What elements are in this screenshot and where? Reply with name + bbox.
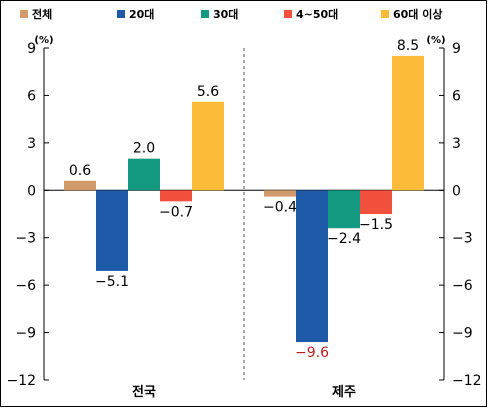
- data-label: −9.6: [295, 345, 329, 361]
- y-tick-label-right: 6: [452, 88, 461, 104]
- legend-swatch: [117, 10, 125, 18]
- data-label: −5.1: [95, 274, 129, 290]
- data-label: −1.5: [359, 217, 393, 233]
- data-label: 8.5: [397, 38, 419, 54]
- data-label: −0.7: [159, 204, 193, 220]
- bar-30대-전국: [128, 158, 160, 191]
- y-tick-label-right: 9: [452, 41, 461, 57]
- y-tick-label-right: 0: [452, 183, 461, 199]
- bar-20대-제주: [296, 190, 328, 343]
- y-tick-label-left: −6: [15, 278, 36, 294]
- y-tick-label-left: 9: [27, 41, 36, 57]
- y-tick-label-left: 3: [27, 136, 36, 152]
- legend-swatch: [20, 10, 28, 18]
- category-label: 전국: [132, 384, 156, 400]
- bar-60대 이상-전국: [192, 101, 224, 191]
- legend-item-20대: 20대: [117, 6, 154, 22]
- legend-label: 30대: [213, 8, 239, 21]
- legend-label: 20대: [129, 8, 155, 21]
- legend-label: 60대 이상: [393, 8, 443, 21]
- y-tick-label-right: −6: [452, 278, 473, 294]
- legend-item-4-50대: 4~50대: [284, 6, 338, 22]
- y-tick-label-right: −3: [452, 231, 473, 247]
- data-label: −2.4: [327, 231, 361, 247]
- bar-4~50대-제주: [360, 190, 392, 214]
- legend: 전체 20대 30대 4~50대 60대 이상: [0, 6, 489, 22]
- unit-label-right: (%): [426, 35, 445, 46]
- bar-30대-제주: [328, 190, 360, 229]
- legend-swatch: [381, 10, 389, 18]
- bar-전체-제주: [264, 190, 296, 197]
- y-tick-label-left: 0: [27, 183, 36, 199]
- legend-item-전체: 전체: [20, 6, 52, 22]
- y-tick-label-right: −12: [452, 373, 482, 389]
- legend-item-30대: 30대: [201, 6, 238, 22]
- legend-swatch: [201, 10, 209, 18]
- data-label: 0.6: [69, 163, 91, 179]
- bar-전체-전국: [64, 180, 96, 191]
- legend-label: 전체: [32, 8, 53, 21]
- category-label: 제주: [332, 385, 356, 400]
- y-tick-label-left: −3: [15, 231, 36, 247]
- unit-label-left: (%): [34, 35, 53, 46]
- legend-item-60대-이상: 60대 이상: [381, 6, 443, 22]
- data-label: −0.4: [263, 200, 297, 216]
- bar-20대-전국: [96, 190, 128, 271]
- bar-4~50대-전국: [160, 190, 192, 202]
- y-tick-label-left: −12: [6, 373, 36, 389]
- y-tick-label-right: −9: [452, 326, 473, 342]
- data-label: 5.6: [197, 84, 219, 100]
- y-tick-label-left: −9: [15, 326, 36, 342]
- legend-label: 4~50대: [296, 8, 339, 21]
- y-tick-label-left: 6: [27, 88, 36, 104]
- bar-60대 이상-제주: [392, 55, 424, 191]
- y-tick-label-right: 3: [452, 136, 461, 152]
- legend-swatch: [284, 10, 292, 18]
- data-label: 2.0: [133, 141, 155, 157]
